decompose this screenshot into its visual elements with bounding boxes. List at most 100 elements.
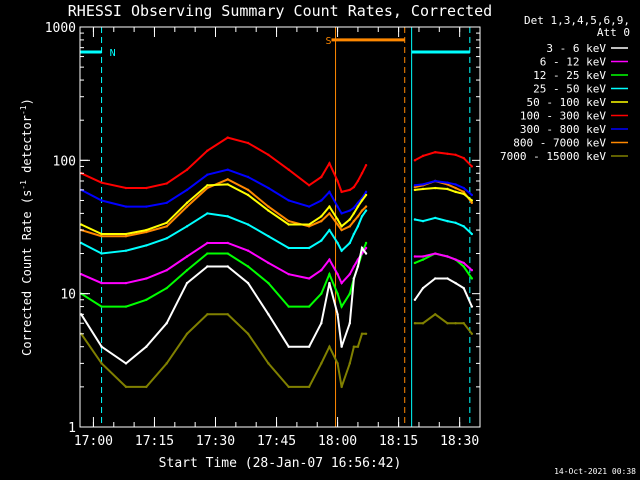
series-point (185, 268, 189, 272)
x-axis-label: Start Time (28-Jan-07 16:56:42) (159, 456, 402, 471)
x-tick-label: 17:30 (196, 434, 235, 449)
chart-title: RHESSI Observing Summary Count Rates, Co… (68, 2, 492, 20)
series-point (340, 385, 343, 389)
series-point (320, 199, 323, 202)
series-point (226, 313, 229, 316)
series-point (336, 223, 339, 226)
series-point (328, 272, 331, 276)
series-point (434, 277, 437, 280)
series-point (100, 199, 103, 202)
series-point (145, 186, 148, 190)
series-point (413, 322, 417, 325)
series-point (124, 234, 128, 238)
series-point (454, 183, 457, 186)
legend-label-2: 12 - 25 keV (533, 69, 606, 82)
series-point (352, 265, 356, 268)
legend-header-1: Det 1,3,4,5,6,9, (524, 14, 630, 27)
series-point (470, 277, 474, 280)
series-point (145, 385, 148, 389)
series-point (340, 249, 343, 252)
series-point (421, 322, 425, 325)
series-point (100, 252, 103, 255)
series-point (267, 261, 270, 265)
series-point (446, 181, 449, 184)
series-8 (80, 313, 474, 389)
series-point (307, 385, 311, 389)
series-point (336, 292, 339, 295)
series-point (446, 187, 449, 191)
series-point (364, 332, 368, 336)
series-point (307, 184, 311, 187)
series-6 (80, 168, 474, 215)
series-point (336, 179, 339, 183)
series-point (352, 219, 356, 223)
series-point (454, 186, 457, 190)
x-tick-label: 18:30 (440, 434, 479, 449)
series-point (348, 241, 351, 245)
series-point (421, 255, 425, 258)
series-point (206, 149, 209, 152)
series-point (307, 345, 311, 348)
series-1 (80, 241, 474, 285)
series-point (320, 239, 323, 242)
series-point (267, 362, 270, 365)
series-point (80, 241, 83, 245)
series-point (364, 241, 368, 245)
series-point (124, 249, 128, 252)
series-point (124, 186, 128, 190)
series-point (320, 215, 323, 218)
legend-label-4: 50 - 100 keV (527, 96, 607, 109)
series-point (352, 206, 356, 210)
series-point (226, 252, 229, 255)
series-point (364, 190, 368, 194)
series-point (352, 232, 356, 236)
series-point (124, 205, 128, 208)
y-tick-label: 100 (53, 154, 76, 169)
legend-header-2: Att 0 (597, 26, 630, 39)
y-axis-label: Corrected Count Rate (s-1 detector-1) (19, 98, 34, 356)
series-point (446, 255, 449, 258)
series-point (446, 219, 449, 223)
series-point (267, 186, 270, 190)
series-point (454, 221, 457, 225)
series-point (328, 345, 331, 348)
series-point (340, 305, 343, 308)
series-point (434, 313, 437, 316)
series-point (413, 261, 417, 265)
legend-label-0: 3 - 6 keV (546, 42, 606, 55)
series-point (320, 362, 323, 365)
series-point (356, 179, 360, 183)
y-tick-label: 1 (68, 421, 76, 436)
series-point (328, 281, 331, 285)
series-point (446, 322, 449, 325)
series-point (356, 225, 360, 228)
series-point (100, 281, 103, 285)
x-tick-label: 18:00 (318, 434, 357, 449)
series-point (348, 225, 351, 228)
series-point (267, 153, 270, 157)
series-point (226, 168, 229, 171)
y-tick-label: 1000 (45, 21, 76, 36)
series-point (348, 209, 351, 212)
series-point (226, 215, 229, 218)
series-point (413, 298, 417, 301)
series-point (413, 255, 417, 258)
series-5 (80, 136, 474, 194)
series-point (454, 281, 457, 285)
series-point (336, 272, 339, 276)
series-point (462, 186, 465, 190)
series-point (124, 232, 128, 236)
series-point (287, 199, 290, 202)
series-point (307, 205, 311, 208)
legend-label-6: 300 - 800 keV (520, 123, 606, 136)
series-point (320, 322, 323, 325)
series-point (124, 305, 128, 308)
series-point (336, 362, 339, 365)
series-point (470, 268, 474, 272)
series-point (434, 179, 437, 183)
series-point (356, 345, 360, 348)
x-tick-label: 17:45 (257, 434, 296, 449)
series-point (340, 225, 343, 228)
series-point (246, 188, 250, 192)
